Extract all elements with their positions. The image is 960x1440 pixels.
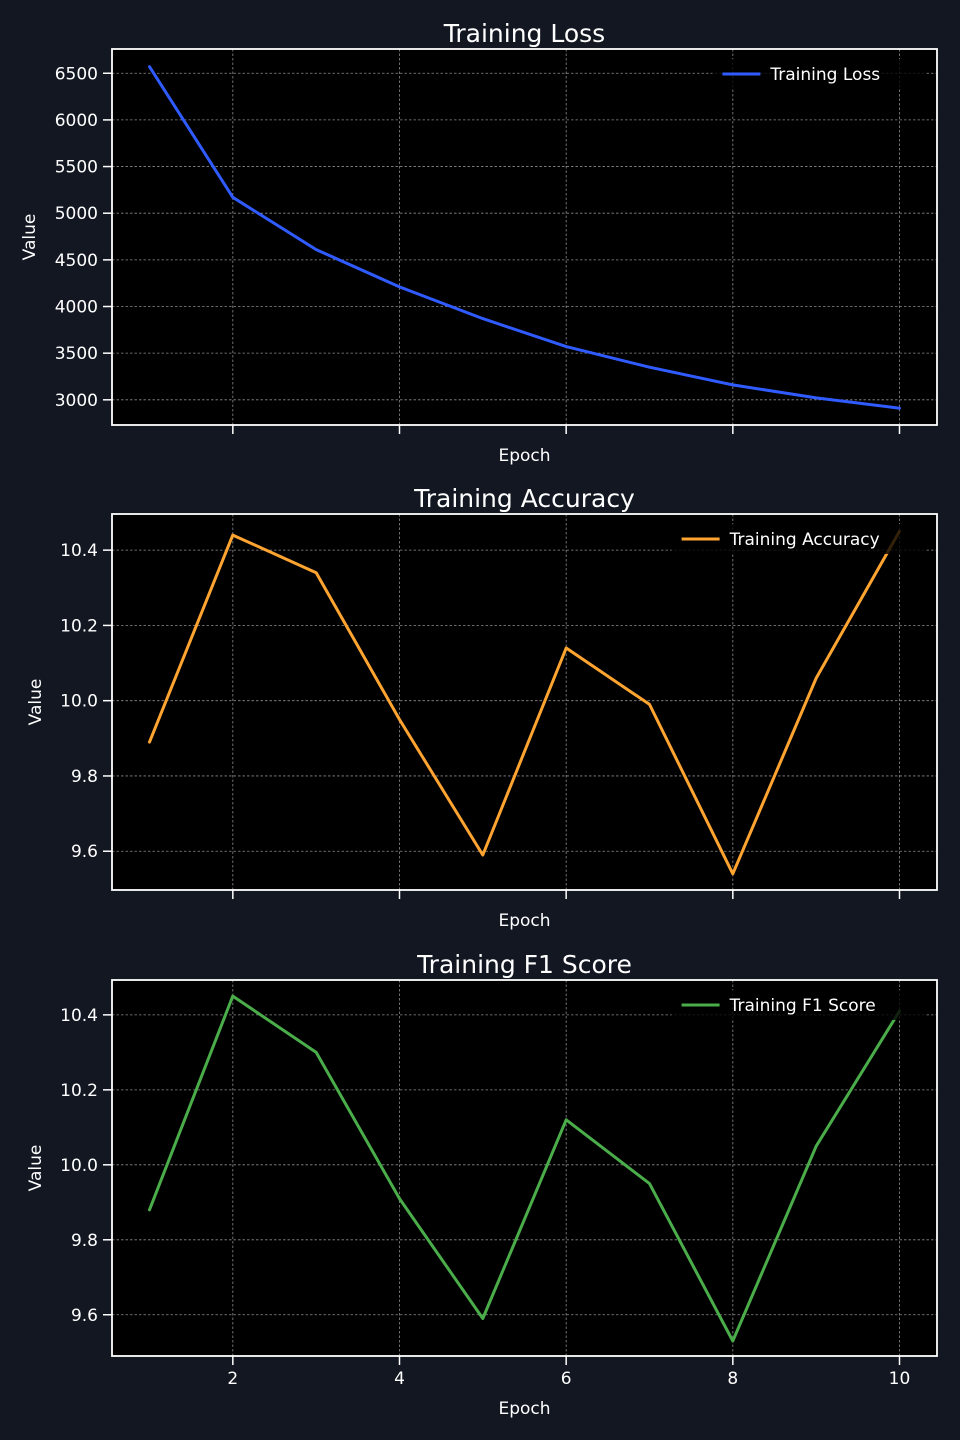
legend-box xyxy=(671,524,925,554)
chart-title: Training Accuracy xyxy=(413,484,635,513)
legend-label: Training F1 Score xyxy=(729,996,876,1016)
plot-frame xyxy=(111,979,938,1357)
y-tick-label: 5500 xyxy=(55,158,98,178)
x-tick-label: 10 xyxy=(889,1369,911,1389)
x-tick-label: 8 xyxy=(727,1369,738,1389)
plot-area xyxy=(112,980,937,1356)
y-tick-label: 10.0 xyxy=(60,1156,98,1176)
y-tick-label: 10.4 xyxy=(60,541,98,561)
series-line xyxy=(148,994,901,1343)
series-line xyxy=(148,65,901,410)
chart-title: Training Loss xyxy=(443,19,605,48)
y-tick-label: 9.6 xyxy=(71,1306,98,1326)
x-axis-label: Epoch xyxy=(498,911,550,931)
y-tick-label: 3500 xyxy=(55,344,98,364)
x-tick-label: 2 xyxy=(227,1369,238,1389)
x-tick-label: 4 xyxy=(394,1369,405,1389)
x-tick-label: 6 xyxy=(561,1369,572,1389)
y-tick-label: 4000 xyxy=(55,298,98,318)
y-tick-label: 5000 xyxy=(55,204,98,224)
y-tick-label: 9.8 xyxy=(71,767,98,787)
y-tick-label: 10.2 xyxy=(60,1081,98,1101)
y-tick-label: 4500 xyxy=(55,251,98,271)
y-tick-label: 9.6 xyxy=(71,842,98,862)
plot-area xyxy=(112,49,937,425)
y-tick-label: 9.8 xyxy=(71,1231,98,1251)
plot-area xyxy=(112,514,937,890)
chart-title: Training F1 Score xyxy=(416,950,632,979)
legend-label: Training Loss xyxy=(769,65,880,85)
y-tick-label: 3000 xyxy=(55,391,98,411)
plot-frame xyxy=(111,48,938,426)
chart-panel-2: 9.6 9.8 10.0 10.2 10.4 Training Accuracy Train… xyxy=(26,484,938,931)
y-axis-label: Value xyxy=(26,1145,46,1192)
y-tick-label: 10.2 xyxy=(60,616,98,636)
x-axis-label: Epoch xyxy=(498,1399,550,1419)
y-tick-label: 6500 xyxy=(55,64,98,84)
y-tick-label: 10.4 xyxy=(60,1006,98,1026)
legend-label: Training Accuracy xyxy=(729,530,880,550)
plot-frame xyxy=(111,513,938,891)
legend-box xyxy=(671,990,925,1020)
chart-panel-3: 2 4 6 8 10 9.6 9.8 10.0 10.2 10.4 Training F1 Scor… xyxy=(26,950,938,1419)
legend-box xyxy=(712,59,925,89)
series-line xyxy=(148,529,901,876)
y-tick-label: 6000 xyxy=(55,111,98,131)
y-tick-label: 10.0 xyxy=(60,692,98,712)
chart-panel-1: 3000 3500 4000 4500 5000 5500 6000 6500 Training… xyxy=(20,19,938,466)
y-axis-label: Value xyxy=(20,214,40,261)
x-axis-label: Epoch xyxy=(498,446,550,466)
y-axis-label: Value xyxy=(26,679,46,726)
